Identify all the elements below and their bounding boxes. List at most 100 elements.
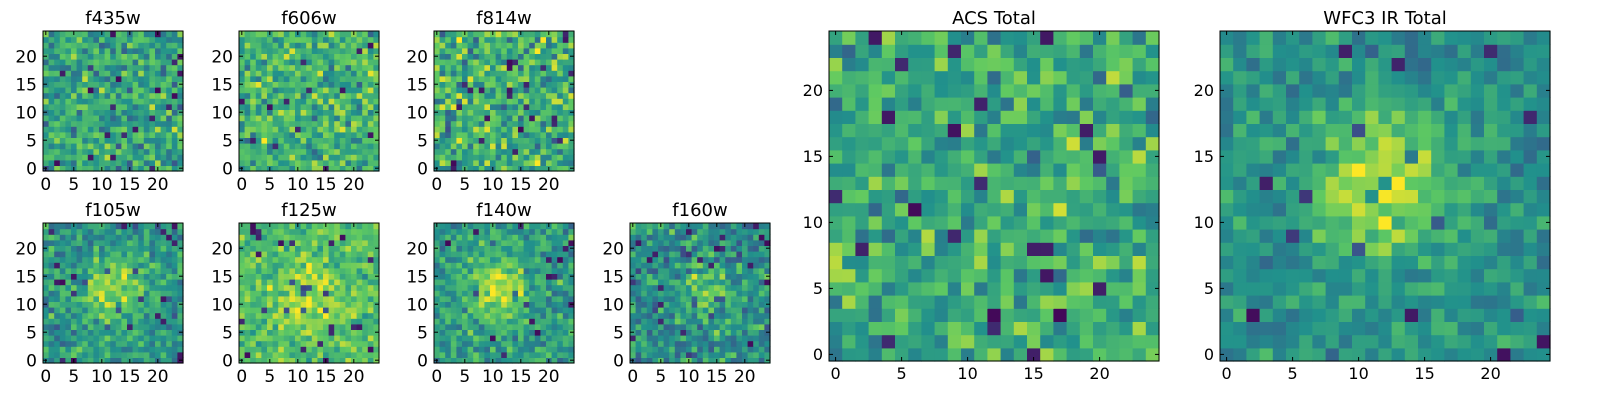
heatmap-cell <box>479 87 485 93</box>
heatmap-cell <box>172 296 178 302</box>
heatmap-cell <box>451 76 457 82</box>
heatmap-cell <box>77 245 83 251</box>
heatmap-cell <box>725 285 731 291</box>
heatmap-cell <box>1146 321 1160 335</box>
heatmap-cell <box>473 121 479 127</box>
heatmap-cell <box>669 307 675 313</box>
heatmap-cell <box>289 93 295 99</box>
heatmap-cell <box>714 257 720 263</box>
heatmap-cell <box>855 189 869 203</box>
heatmap-cell <box>317 234 323 240</box>
heatmap-cell <box>301 109 307 115</box>
heatmap-cell <box>445 104 451 110</box>
heatmap-cell <box>1106 335 1120 349</box>
heatmap-cell <box>557 126 563 132</box>
heatmap-cell <box>680 273 686 279</box>
heatmap-cell <box>1027 242 1041 256</box>
heatmap-cell <box>490 285 496 291</box>
heatmap-cell <box>434 229 440 235</box>
heatmap-cell <box>239 104 245 110</box>
heatmap-cell <box>138 154 144 160</box>
heatmap-cell <box>340 65 346 71</box>
heatmap-cell <box>451 160 457 166</box>
heatmap-cell <box>362 301 368 307</box>
heatmap-cell <box>468 296 474 302</box>
panel-title: f814w <box>476 8 531 29</box>
heatmap-cell <box>451 53 457 59</box>
heatmap-cell <box>664 268 670 274</box>
heatmap-cell <box>261 87 267 93</box>
heatmap-cell <box>110 149 116 155</box>
heatmap-cell <box>507 318 513 324</box>
heatmap-cell <box>301 53 307 59</box>
heatmap-cell <box>524 31 530 37</box>
heatmap-cell <box>133 346 139 352</box>
heatmap-cell <box>869 255 883 269</box>
heatmap-cell <box>172 273 178 279</box>
heatmap-cell <box>669 273 675 279</box>
heatmap-cell <box>351 229 357 235</box>
heatmap-cell <box>284 70 290 76</box>
heatmap-cell <box>675 290 681 296</box>
heatmap-cell <box>144 301 150 307</box>
heatmap-cell <box>49 132 55 138</box>
heatmap-cell <box>518 149 524 155</box>
heatmap-cell <box>535 53 541 59</box>
heatmap-cell <box>720 301 726 307</box>
heatmap-cell <box>82 335 88 341</box>
heatmap-cell <box>1146 335 1160 349</box>
heatmap-cell <box>323 240 329 246</box>
heatmap-cell <box>71 149 77 155</box>
heatmap-cell <box>340 341 346 347</box>
heatmap-cell <box>512 341 518 347</box>
y-tick-label: 5 <box>417 131 428 151</box>
heatmap-cell <box>256 37 262 43</box>
heatmap-cell <box>748 352 754 358</box>
heatmap-cell <box>501 318 507 324</box>
heatmap-cell <box>540 149 546 155</box>
heatmap-cell <box>149 109 155 115</box>
heatmap-cell <box>93 245 99 251</box>
heatmap-cell <box>496 268 502 274</box>
heatmap-cell <box>261 109 267 115</box>
heatmap-cell <box>652 352 658 358</box>
heatmap-cell <box>507 42 513 48</box>
heatmap-cell <box>524 240 530 246</box>
heatmap-cell <box>284 137 290 143</box>
heatmap-cell <box>49 329 55 335</box>
heatmap-cell <box>1014 216 1028 230</box>
heatmap-cell <box>127 115 133 121</box>
heatmap-cell <box>60 262 66 268</box>
heatmap-cell <box>748 234 754 240</box>
heatmap-cell <box>245 31 251 37</box>
heatmap-cell <box>974 255 988 269</box>
heatmap-cell <box>697 352 703 358</box>
heatmap-cell <box>284 115 290 121</box>
heatmap-cell <box>759 229 765 235</box>
heatmap-cell <box>239 240 245 246</box>
heatmap-cell <box>256 346 262 352</box>
heatmap-cell <box>133 240 139 246</box>
heatmap-cell <box>340 307 346 313</box>
heatmap-cell <box>289 137 295 143</box>
heatmap-cell <box>256 109 262 115</box>
heatmap-cell <box>357 65 363 71</box>
heatmap-cell <box>250 98 256 104</box>
heatmap-cell <box>82 273 88 279</box>
heatmap-cell <box>974 269 988 283</box>
panel-title: ACS Total <box>952 8 1036 29</box>
heatmap-cell <box>1040 321 1054 335</box>
x-tick-label: 0 <box>236 175 247 195</box>
heatmap-cell <box>166 53 172 59</box>
heatmap-cell <box>329 104 335 110</box>
heatmap-cell <box>278 268 284 274</box>
heatmap-cell <box>127 285 133 291</box>
heatmap-cell <box>456 31 462 37</box>
heatmap-cell <box>144 143 150 149</box>
heatmap-cell <box>479 245 485 251</box>
heatmap-cell <box>261 324 267 330</box>
heatmap-cell <box>65 313 71 319</box>
heatmap-cell <box>340 240 346 246</box>
heatmap-cell <box>250 341 256 347</box>
heatmap-cell <box>948 308 962 322</box>
